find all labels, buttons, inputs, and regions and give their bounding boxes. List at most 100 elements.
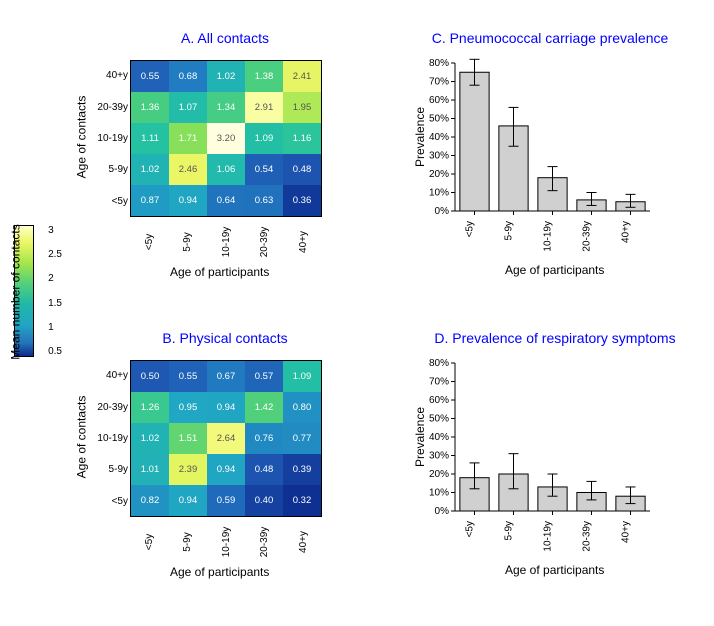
heatmap-y-tick: 40+y — [90, 360, 128, 391]
heatmap-y-tick: <5y — [90, 486, 128, 517]
heatmap-cell: 0.94 — [207, 392, 245, 423]
panel-c-title: C. Pneumococcal carriage prevalence — [400, 30, 700, 46]
heatmap-cell: 3.20 — [207, 123, 245, 154]
heatmap-cell: 2.39 — [169, 454, 207, 485]
heatmap-cell: 1.11 — [131, 123, 169, 154]
colorbar-ticks: 3 2.5 2 1.5 1 0.5 — [48, 225, 62, 357]
heatmap-physical-contacts: 0.500.550.670.571.091.260.950.941.420.80… — [130, 360, 322, 517]
svg-text:0%: 0% — [435, 206, 450, 217]
heatmap-cell: 0.64 — [207, 185, 245, 216]
svg-text:80%: 80% — [429, 358, 449, 369]
svg-text:10-19y: 10-19y — [543, 521, 554, 552]
svg-text:20%: 20% — [429, 169, 449, 180]
heatmap-cell: 1.06 — [207, 154, 245, 185]
heatmap-cell: 1.71 — [169, 123, 207, 154]
svg-text:40%: 40% — [429, 432, 449, 443]
heatmap-x-ticks: <5y5-9y10-19y20-39y40+y — [130, 222, 322, 262]
svg-text:<5y: <5y — [465, 521, 476, 537]
heatmap-cell: 0.94 — [169, 185, 207, 216]
heatmap-x-tick: 10-19y — [206, 223, 246, 261]
heatmap-cell: 1.02 — [207, 61, 245, 92]
heatmap-y-ticks: 40+y20-39y10-19y5-9y<5y — [90, 360, 128, 517]
panel-a-title: A. All contacts — [130, 30, 320, 46]
heatmap-grid: 0.500.550.670.571.091.260.950.941.420.80… — [130, 360, 322, 517]
svg-text:60%: 60% — [429, 95, 449, 106]
panel-c-xlabel: Age of participants — [505, 263, 604, 277]
panel-a-xlabel: Age of participants — [170, 265, 269, 279]
heatmap-cell: 1.36 — [131, 92, 169, 123]
svg-text:<5y: <5y — [465, 221, 476, 237]
panel-b-xlabel: Age of participants — [170, 565, 269, 579]
heatmap-cell: 0.82 — [131, 485, 169, 516]
heatmap-cell: 0.80 — [283, 392, 321, 423]
heatmap-cell: 0.32 — [283, 485, 321, 516]
heatmap-x-tick: 20-39y — [244, 523, 284, 561]
heatmap-y-ticks: 40+y20-39y10-19y5-9y<5y — [90, 60, 128, 217]
heatmap-y-tick: 10-19y — [90, 123, 128, 154]
heatmap-cell: 1.07 — [169, 92, 207, 123]
heatmap-cell: 0.67 — [207, 361, 245, 392]
heatmap-y-tick: 20-39y — [90, 91, 128, 122]
heatmap-cell: 1.09 — [283, 361, 321, 392]
heatmap-cell: 2.46 — [169, 154, 207, 185]
heatmap-cell: 0.59 — [207, 485, 245, 516]
heatmap-cell: 1.38 — [245, 61, 283, 92]
colorbar-tick: 2.5 — [48, 249, 62, 260]
heatmap-cell: 2.91 — [245, 92, 283, 123]
panel-a-ylabel: Age of contacts — [74, 96, 88, 179]
colorbar-tick: 3 — [48, 225, 62, 236]
heatmap-all-contacts: 0.550.681.021.382.411.361.071.342.911.95… — [130, 60, 322, 217]
heatmap-cell: 0.94 — [169, 485, 207, 516]
heatmap-cell: 1.09 — [245, 123, 283, 154]
heatmap-y-tick: 5-9y — [90, 154, 128, 185]
heatmap-cell: 0.76 — [245, 423, 283, 454]
svg-text:20-39y: 20-39y — [582, 521, 593, 552]
colorbar-tick: 1.5 — [48, 298, 62, 309]
heatmap-cell: 0.36 — [283, 185, 321, 216]
heatmap-cell: 2.64 — [207, 423, 245, 454]
heatmap-cell: 1.95 — [283, 92, 321, 123]
heatmap-cell: 1.26 — [131, 392, 169, 423]
colorbar-tick: 2 — [48, 273, 62, 284]
heatmap-cell: 0.55 — [131, 61, 169, 92]
heatmap-cell: 0.68 — [169, 61, 207, 92]
heatmap-cell: 0.48 — [245, 454, 283, 485]
heatmap-x-tick: 5-9y — [168, 523, 208, 561]
panel-d-xlabel: Age of participants — [505, 563, 604, 577]
svg-text:20-39y: 20-39y — [582, 221, 593, 252]
svg-text:5-9y: 5-9y — [504, 221, 515, 240]
heatmap-grid: 0.550.681.021.382.411.361.071.342.911.95… — [130, 60, 322, 217]
svg-text:50%: 50% — [429, 114, 449, 125]
svg-text:0%: 0% — [435, 506, 450, 517]
heatmap-cell: 1.02 — [131, 154, 169, 185]
heatmap-cell: 0.50 — [131, 361, 169, 392]
heatmap-y-tick: 20-39y — [90, 391, 128, 422]
heatmap-x-tick: 10-19y — [206, 523, 246, 561]
panel-b-title: B. Physical contacts — [130, 330, 320, 346]
heatmap-x-tick: <5y — [129, 223, 169, 261]
heatmap-x-ticks: <5y5-9y10-19y20-39y40+y — [130, 522, 322, 562]
svg-text:20%: 20% — [429, 469, 449, 480]
heatmap-x-tick: 40+y — [283, 223, 323, 261]
heatmap-cell: 0.87 — [131, 185, 169, 216]
svg-text:30%: 30% — [429, 451, 449, 462]
colorbar-label: Mean number of contacts — [9, 224, 23, 359]
svg-text:10%: 10% — [429, 188, 449, 199]
svg-text:60%: 60% — [429, 395, 449, 406]
heatmap-cell: 1.01 — [131, 454, 169, 485]
svg-text:80%: 80% — [429, 58, 449, 69]
heatmap-y-tick: 5-9y — [90, 454, 128, 485]
svg-text:50%: 50% — [429, 414, 449, 425]
panel-c-ylabel: Prevalence — [413, 107, 427, 167]
heatmap-cell: 1.02 — [131, 423, 169, 454]
svg-text:30%: 30% — [429, 151, 449, 162]
panel-b-ylabel: Age of contacts — [74, 396, 88, 479]
heatmap-cell: 0.57 — [245, 361, 283, 392]
heatmap-x-tick: 40+y — [283, 523, 323, 561]
heatmap-cell: 0.40 — [245, 485, 283, 516]
panel-d-ylabel: Prevalence — [413, 407, 427, 467]
svg-text:10-19y: 10-19y — [543, 221, 554, 252]
heatmap-x-tick: <5y — [129, 523, 169, 561]
heatmap-y-tick: 40+y — [90, 60, 128, 91]
heatmap-x-tick: 5-9y — [168, 223, 208, 261]
